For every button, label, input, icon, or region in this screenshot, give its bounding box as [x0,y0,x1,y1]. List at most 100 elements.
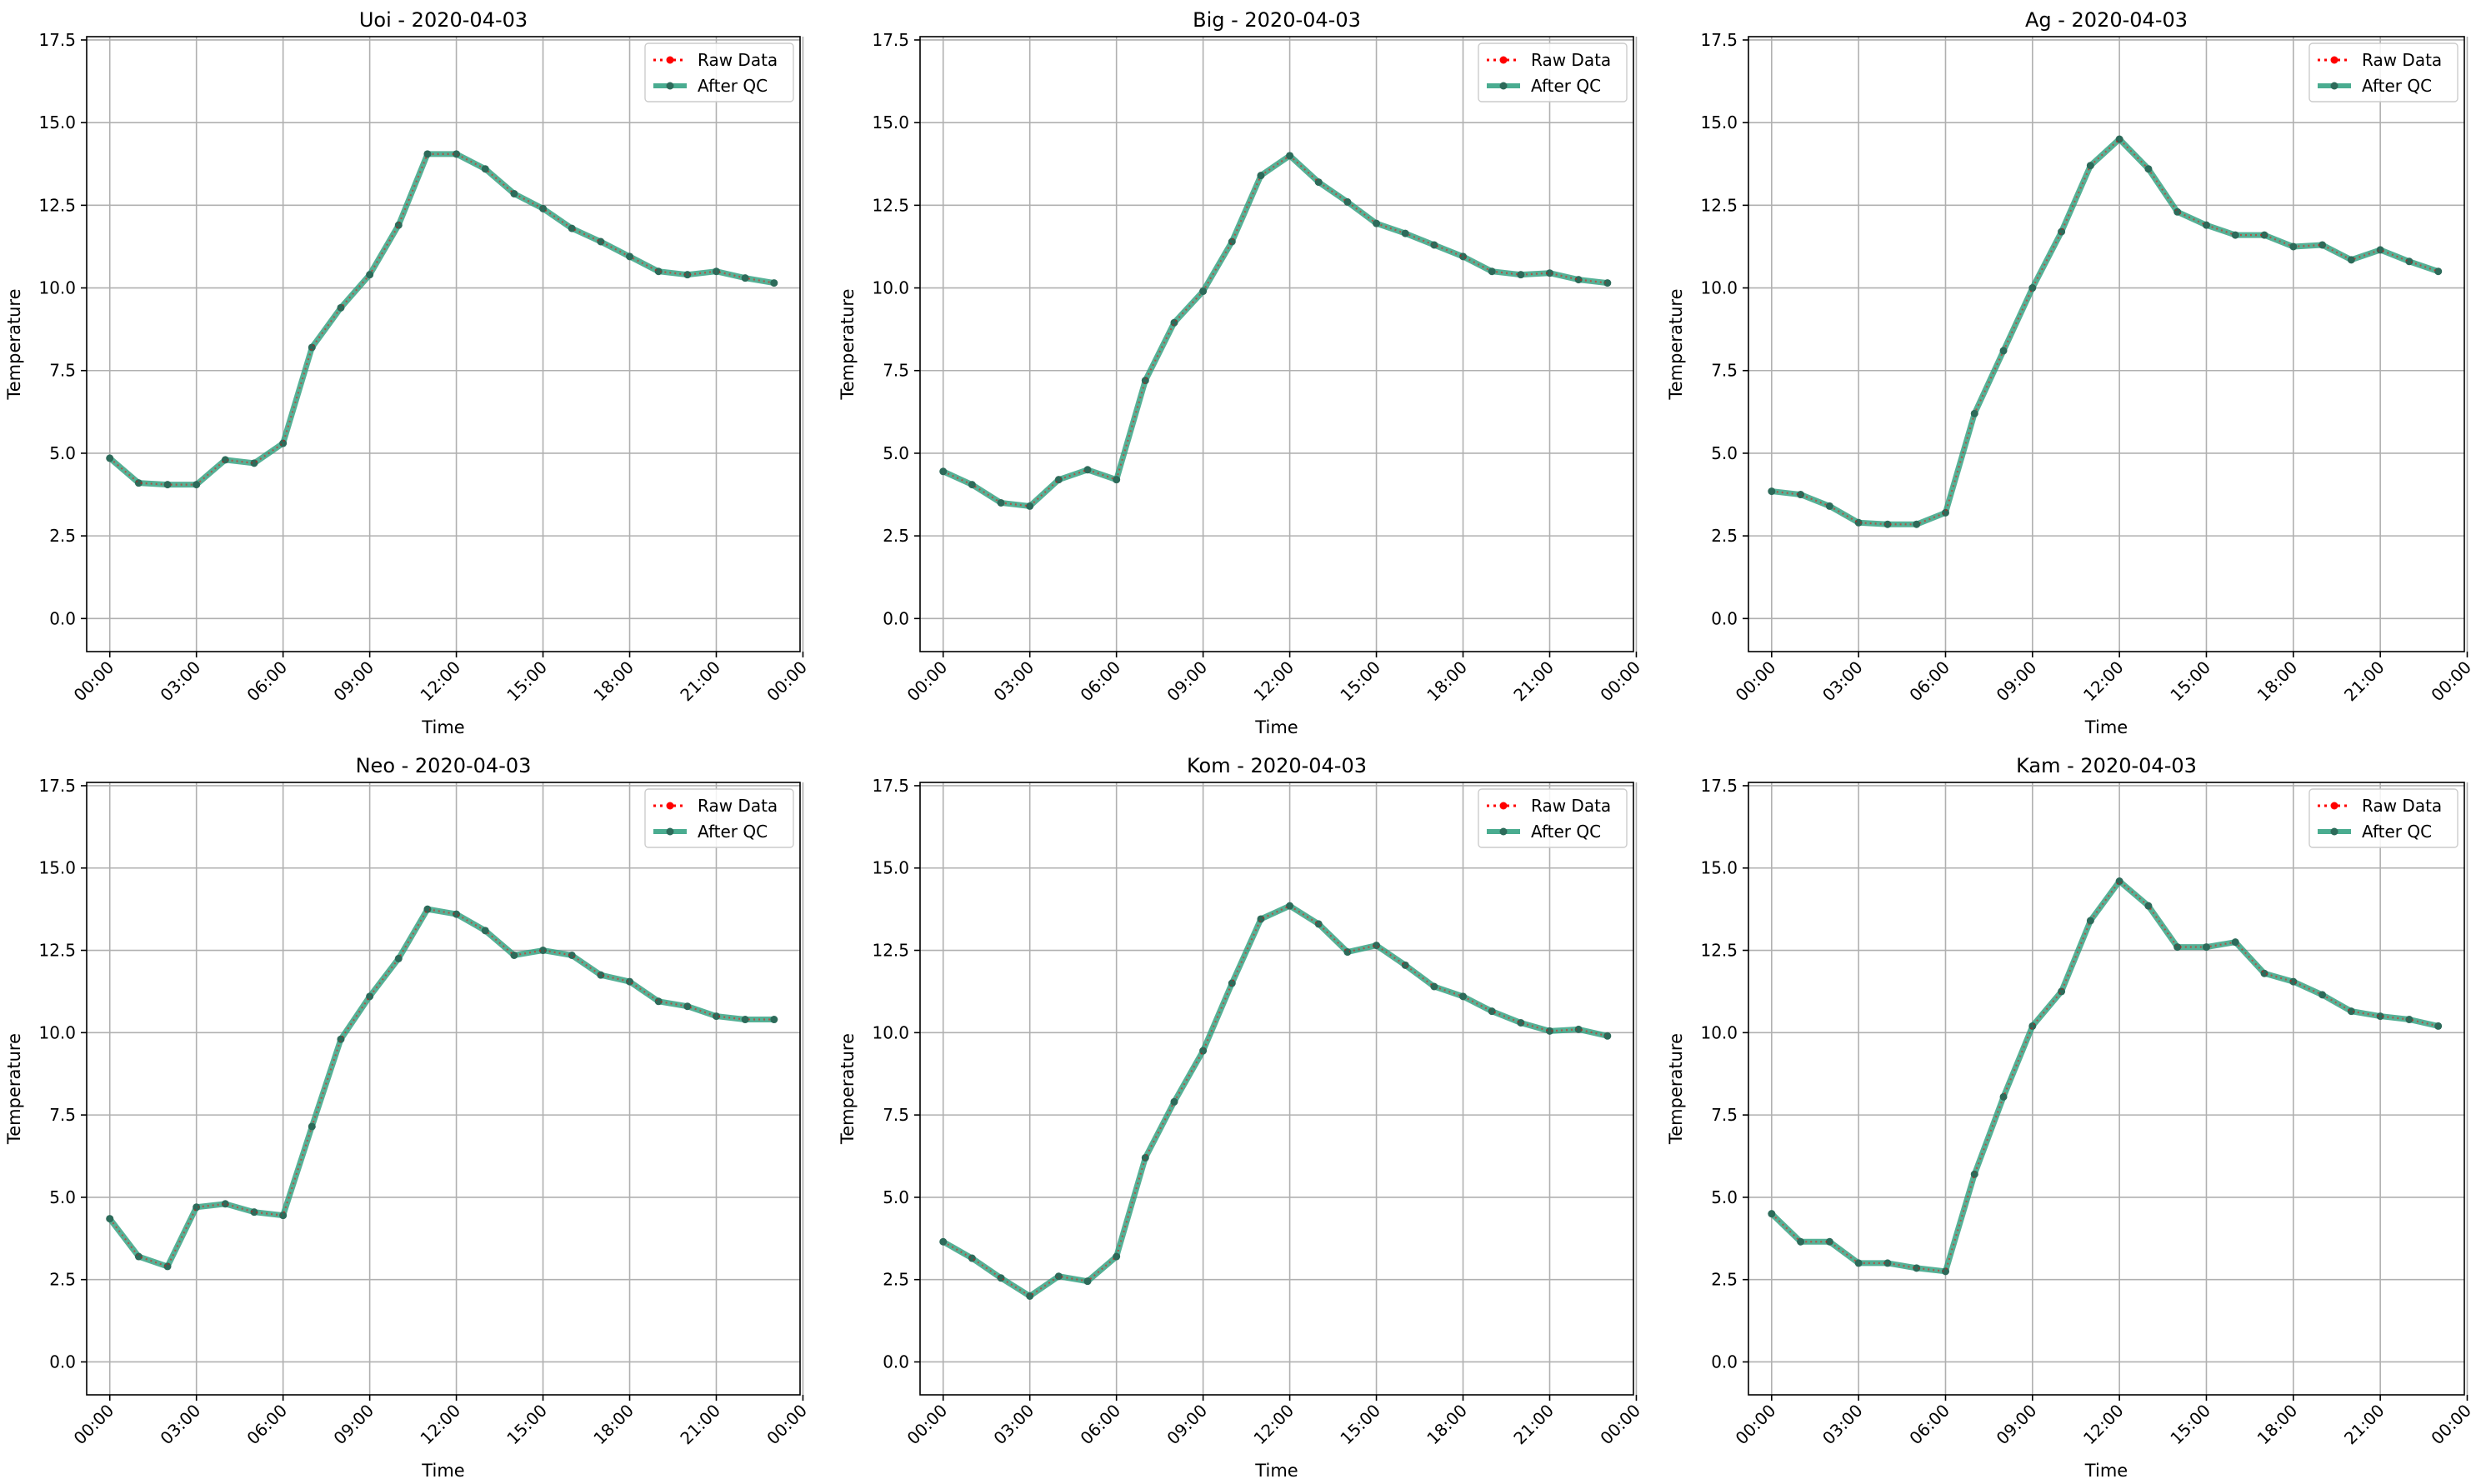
y-tick-label: 2.5 [1711,526,1738,546]
raw-data-point [108,456,112,461]
y-tick-label: 0.0 [883,1352,909,1372]
x-tick-label: 15:00 [1336,657,1384,706]
raw-data-point [1374,221,1378,226]
legend-raw-marker [666,802,674,810]
raw-data-point [1345,200,1350,204]
raw-data-point [1143,378,1148,382]
x-tick-label: 00:00 [1596,657,1644,706]
legend-raw-marker [1499,56,1508,64]
raw-data-point [1172,321,1177,325]
legend-qc-label: After QC [2362,76,2432,96]
raw-data-point [1432,242,1437,247]
x-tick-label: 18:00 [589,1401,638,1449]
y-tick-label: 15.0 [1700,858,1738,878]
y-tick-label: 7.5 [883,361,909,381]
raw-data-point [1798,492,1803,497]
x-tick-label: 21:00 [1509,1401,1558,1449]
x-tick-label: 03:00 [156,1401,204,1449]
raw-data-point [772,281,777,285]
raw-data-point [1057,477,1061,482]
raw-data-point [2291,244,2296,249]
raw-data-point [1230,981,1234,986]
series-raw-data [941,153,1610,508]
y-tick-label: 17.5 [1700,30,1738,50]
legend-qc-label: After QC [1531,822,1601,842]
x-tick-label: 03:00 [989,657,1038,706]
raw-data-point [598,239,603,244]
raw-data-point [1914,1266,1918,1271]
legend-raw-marker [2330,802,2338,810]
raw-data-line [1771,137,2439,526]
raw-data-line [1771,879,2438,1273]
x-tick-label: 00:00 [763,1401,811,1449]
raw-data-point [2117,879,2122,883]
y-tick-label: 12.5 [872,941,909,961]
raw-data-point [714,1014,718,1018]
y-tick-label: 7.5 [49,361,76,381]
x-tick-label: 18:00 [589,657,638,706]
subplot-6: 0.0 2.5 5.0 7.5 10.0 12.5 15.0 17.5 00:00 03:00 06… [1666,754,2475,1481]
raw-data-point [338,306,343,310]
legend: Raw Data After QC [2308,788,2458,848]
x-tick-label: 12:00 [1249,1401,1298,1449]
raw-data-point [454,912,458,917]
legend-qc-marker [1499,82,1508,90]
legend-raw-label: Raw Data [2362,796,2442,816]
chart-title: Big - 2020-04-03 [1193,8,1361,32]
y-tick-label: 15.0 [872,858,909,878]
raw-data-point [1828,1240,1832,1244]
raw-data-point [368,272,372,277]
raw-data-point [483,928,488,933]
legend-qc-marker [2330,827,2338,836]
raw-data-point [1548,1029,1552,1033]
raw-data-point [1914,522,1918,527]
x-tick-label: 12:00 [2079,657,2128,706]
legend-raw-label: Raw Data [2362,50,2442,70]
y-tick-label: 10.0 [38,1022,76,1042]
x-axis-label: Time [2084,717,2128,737]
legend-qc-marker [666,82,674,90]
series-raw-data [1769,879,2440,1274]
y-tick-label: 10.0 [1700,1022,1738,1042]
series-after-qc [1768,135,2443,528]
y-tick-label: 2.5 [883,526,909,546]
raw-data-point [541,948,545,952]
raw-data-point [2088,163,2093,167]
x-axis-label: Time [1254,717,1298,737]
y-tick-label: 7.5 [1711,1105,1738,1125]
after-qc-line [941,902,1608,1299]
x-axis-label: Time [1254,1461,1298,1481]
raw-data-point [194,482,198,487]
legend-raw-label: Raw Data [1531,796,1611,816]
raw-data-point [1172,1100,1177,1104]
y-axis-label: Temperature [4,1033,24,1145]
raw-data-point [2320,992,2324,997]
raw-data-point [2059,989,2063,994]
axes-frame [86,36,801,652]
y-tick-label: 10.0 [1700,278,1738,298]
x-tick-label: 12:00 [2079,1401,2128,1449]
axes-frame [86,782,801,1396]
raw-data-point [1605,281,1610,285]
subplot-3: 0.0 2.5 5.0 7.5 10.0 12.5 15.0 17.5 00:00 03:00 06… [1666,8,2475,737]
x-tick-label: 00:00 [903,1401,952,1449]
legend-qc-label: After QC [698,822,768,842]
raw-data-point [194,1205,198,1209]
raw-data-point [397,222,401,227]
x-tick-label: 21:00 [1509,657,1558,706]
y-tick-label: 0.0 [1711,1352,1738,1372]
raw-data-point [2117,137,2122,142]
y-tick-label: 2.5 [49,1270,76,1290]
raw-data-point [2407,259,2412,264]
raw-data-point [310,345,314,350]
raw-data-point [483,167,488,171]
y-tick-label: 12.5 [38,941,76,961]
raw-data-point [941,469,945,473]
x-tick-label: 00:00 [1732,657,1780,706]
series-raw-data [941,903,1610,1298]
y-tick-label: 10.0 [872,1022,909,1042]
y-tick-label: 15.0 [1700,112,1738,132]
y-tick-label: 17.5 [872,776,909,796]
raw-data-point [570,953,574,957]
